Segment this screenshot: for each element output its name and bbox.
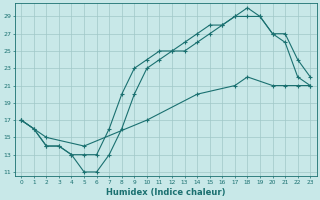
X-axis label: Humidex (Indice chaleur): Humidex (Indice chaleur): [106, 188, 226, 197]
